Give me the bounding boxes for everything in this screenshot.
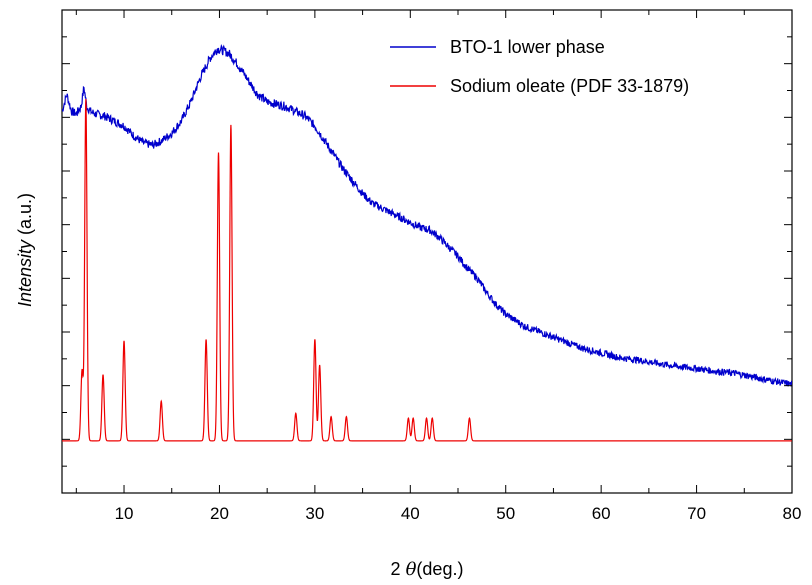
y-axis-label: Intensity (a.u.) <box>15 193 35 307</box>
x-tick-label-20: 20 <box>210 504 229 523</box>
x-tick-label-50: 50 <box>496 504 515 523</box>
x-tick-label-70: 70 <box>687 504 706 523</box>
x-tick-label-30: 30 <box>305 504 324 523</box>
legend-label-sodium-oleate: Sodium oleate (PDF 33-1879) <box>450 76 689 96</box>
legend-label-bto: BTO-1 lower phase <box>450 37 605 57</box>
x-tick-label-40: 40 <box>401 504 420 523</box>
x-axis-label-theta: θ <box>406 559 417 580</box>
y-axis-label-unit: (a.u.) <box>15 193 35 235</box>
x-tick-label-80: 80 <box>783 504 802 523</box>
y-axis-label-italic: Intensity <box>15 239 35 307</box>
x-axis-label-unit: (deg.) <box>416 559 463 579</box>
series-bto-line <box>62 43 792 387</box>
x-axis-label: 2 θ(deg.) <box>391 559 464 580</box>
x-tick-label-10: 10 <box>115 504 134 523</box>
x-axis-label-prefix: 2 <box>391 559 401 579</box>
x-tick-label-60: 60 <box>592 504 611 523</box>
legend: BTO-1 lower phase Sodium oleate (PDF 33-… <box>390 37 689 96</box>
series-sodium-oleate-line <box>62 99 792 442</box>
